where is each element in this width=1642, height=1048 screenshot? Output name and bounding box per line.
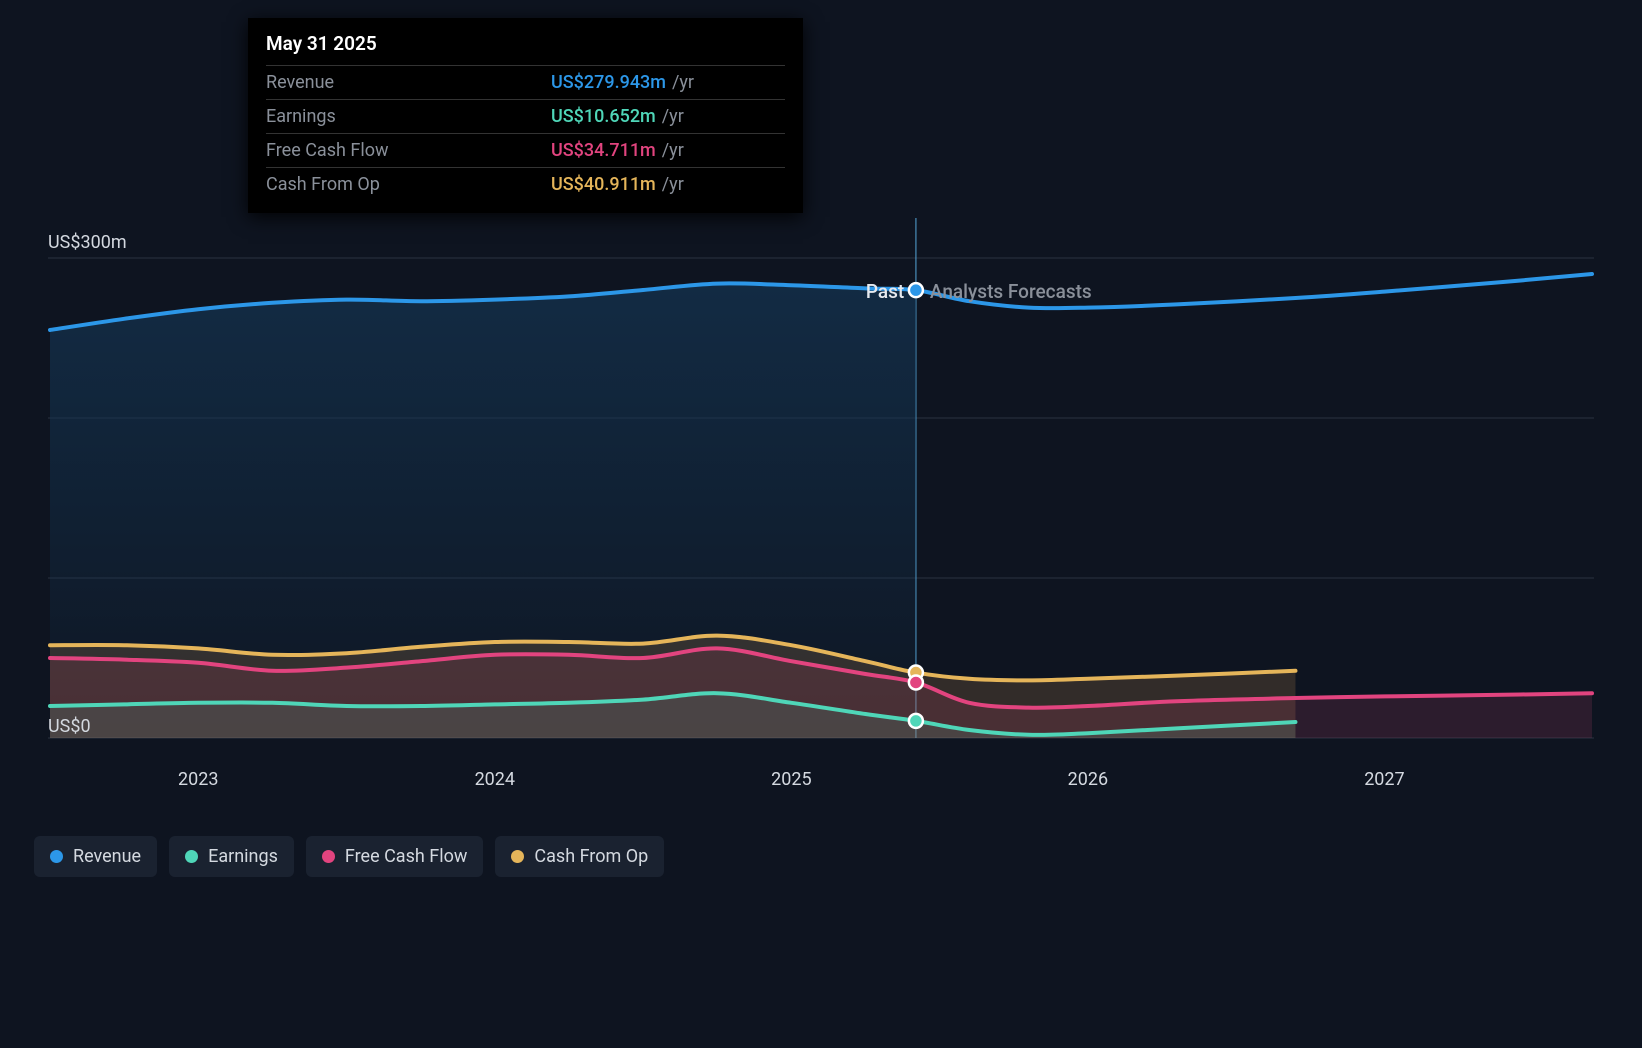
financial-chart: May 31 2025 RevenueUS$279.943m/yrEarning… bbox=[28, 18, 1614, 778]
tooltip-row: Cash From OpUS$40.911m/yr bbox=[266, 167, 785, 201]
y-axis-label-bottom: US$0 bbox=[48, 716, 91, 737]
legend-dot-icon bbox=[50, 850, 63, 863]
legend-item-revenue[interactable]: Revenue bbox=[34, 836, 157, 877]
tooltip-metric-label: Earnings bbox=[266, 106, 551, 127]
legend-item-free_cash_flow[interactable]: Free Cash Flow bbox=[306, 836, 484, 877]
chart-canvas bbox=[48, 218, 1594, 758]
marker-revenue bbox=[909, 283, 923, 297]
x-axis-label: 2024 bbox=[475, 769, 515, 790]
x-axis-label: 2023 bbox=[178, 769, 218, 790]
tooltip-metric-label: Free Cash Flow bbox=[266, 140, 551, 161]
tooltip-metric-value: US$10.652m bbox=[551, 106, 656, 127]
legend-dot-icon bbox=[322, 850, 335, 863]
forecast-label: Analysts Forecasts bbox=[930, 280, 1092, 303]
legend-label: Cash From Op bbox=[534, 846, 648, 867]
tooltip-metric-value: US$34.711m bbox=[551, 140, 656, 161]
tooltip-metric-suffix: /yr bbox=[662, 140, 684, 161]
legend-item-earnings[interactable]: Earnings bbox=[169, 836, 294, 877]
legend-label: Free Cash Flow bbox=[345, 846, 468, 867]
tooltip-metric-value: US$279.943m bbox=[551, 72, 666, 93]
past-label: Past bbox=[866, 280, 904, 303]
marker-earnings bbox=[909, 714, 923, 728]
tooltip-date: May 31 2025 bbox=[266, 32, 785, 55]
tooltip-metric-label: Cash From Op bbox=[266, 174, 551, 195]
legend-dot-icon bbox=[185, 850, 198, 863]
plot-area[interactable]: US$300mUS$020232024202520262027PastAnaly… bbox=[48, 218, 1594, 758]
x-axis-label: 2025 bbox=[771, 769, 811, 790]
chart-legend: Revenue Earnings Free Cash Flow Cash From O… bbox=[28, 836, 1614, 877]
tooltip-row: Free Cash FlowUS$34.711m/yr bbox=[266, 133, 785, 167]
y-axis-label-top: US$300m bbox=[48, 232, 127, 253]
tooltip-row: EarningsUS$10.652m/yr bbox=[266, 99, 785, 133]
tooltip-row: RevenueUS$279.943m/yr bbox=[266, 65, 785, 99]
tooltip-metric-label: Revenue bbox=[266, 72, 551, 93]
legend-item-cash_from_op[interactable]: Cash From Op bbox=[495, 836, 664, 877]
legend-label: Earnings bbox=[208, 846, 278, 867]
tooltip-metric-suffix: /yr bbox=[662, 106, 684, 127]
x-axis-label: 2026 bbox=[1068, 769, 1108, 790]
data-tooltip: May 31 2025 RevenueUS$279.943m/yrEarning… bbox=[248, 18, 803, 213]
tooltip-metric-value: US$40.911m bbox=[551, 174, 656, 195]
legend-dot-icon bbox=[511, 850, 524, 863]
tooltip-metric-suffix: /yr bbox=[672, 72, 694, 93]
x-axis-label: 2027 bbox=[1364, 769, 1404, 790]
marker-free_cash_flow bbox=[909, 675, 923, 689]
legend-label: Revenue bbox=[73, 846, 141, 867]
tooltip-metric-suffix: /yr bbox=[662, 174, 684, 195]
